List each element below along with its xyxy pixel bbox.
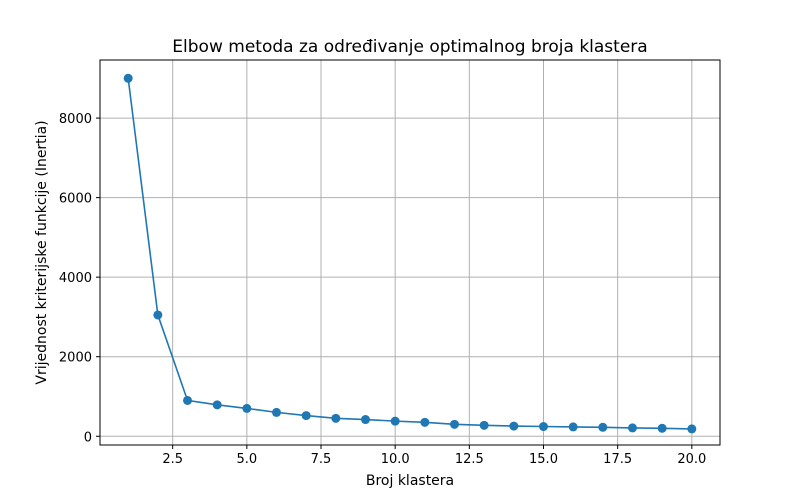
data-point	[598, 422, 608, 432]
data-point	[183, 395, 193, 405]
data-point	[538, 422, 548, 432]
x-tick-label: 15.0	[529, 452, 558, 467]
data-point	[331, 413, 341, 423]
x-tick-label: 10.0	[381, 452, 410, 467]
x-tick-label: 5.0	[236, 452, 257, 467]
data-point	[361, 415, 371, 425]
grid	[100, 60, 720, 445]
y-tick-label: 8000	[59, 112, 92, 127]
data-point	[420, 417, 430, 427]
x-axis-ticks: 2.5 5.0 7.5 10.0 12.5 15.0 17.5 20.0	[162, 445, 706, 467]
data-point	[390, 416, 400, 426]
y-tick-label: 4000	[59, 271, 92, 286]
x-tick-label: 20.0	[677, 452, 706, 467]
data-point	[509, 421, 519, 431]
chart-title: Elbow metoda za određivanje optimalnog b…	[172, 37, 647, 57]
data-point	[153, 310, 163, 320]
plot-frame	[99, 59, 721, 446]
data-point	[272, 407, 282, 417]
data-point	[301, 411, 311, 421]
data-point	[479, 420, 489, 430]
data-point	[627, 423, 637, 433]
y-axis-label: Vrijednost kriterijske funkcije (Inertia…	[34, 120, 50, 384]
series-layer	[123, 73, 697, 434]
x-tick-label: 7.5	[311, 452, 332, 467]
data-point	[568, 422, 578, 432]
x-tick-label: 12.5	[455, 452, 484, 467]
x-axis-label: Broj klastera	[366, 473, 454, 489]
data-point	[449, 419, 459, 429]
x-tick-label: 2.5	[162, 452, 183, 467]
data-point	[123, 73, 133, 83]
data-point	[657, 423, 667, 433]
y-tick-label: 0	[84, 430, 92, 445]
y-tick-label: 6000	[59, 192, 92, 207]
y-axis-ticks: 0 2000 4000 6000 8000	[59, 112, 100, 445]
data-point	[687, 424, 697, 434]
data-point	[212, 400, 222, 410]
x-tick-label: 17.5	[603, 452, 632, 467]
series-line	[127, 78, 692, 430]
y-tick-label: 2000	[59, 351, 92, 366]
data-point	[242, 403, 252, 413]
